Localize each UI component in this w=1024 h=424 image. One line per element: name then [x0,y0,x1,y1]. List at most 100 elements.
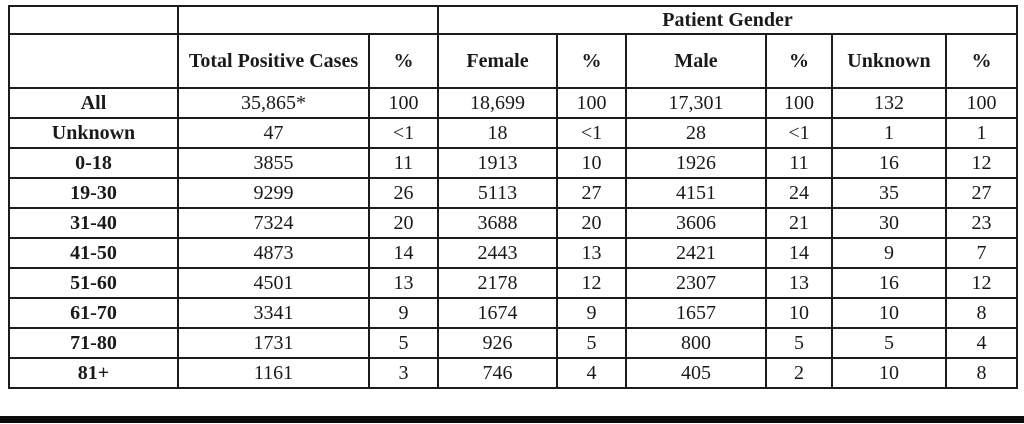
data-cell: 4873 [177,237,370,269]
data-cell: 2443 [437,237,558,269]
data-cell: 1674 [437,297,558,329]
data-cell: 27 [556,177,627,209]
data-cell: 1 [831,117,947,149]
data-cell: 35 [831,177,947,209]
data-cell: 27 [944,177,1019,209]
data-cell: 11 [765,147,833,179]
data-cell: 2178 [437,267,558,299]
data-cell: 17,301 [625,87,767,119]
data-cell: 1161 [177,357,370,389]
age-group-label: 61-70 [8,297,179,329]
data-cell: 20 [556,207,627,239]
table-header: Patient Gender Total Positive Cases % Fe… [8,5,1019,89]
data-cell: 12 [556,267,627,299]
data-cell: 4 [944,327,1019,359]
data-cell: 13 [765,267,833,299]
data-cell: 16 [831,147,947,179]
data-cell: 4 [556,357,627,389]
col-header-unknown: Unknown [831,33,947,89]
col-header-female-pct: % [556,33,627,89]
table-row: 41-50 4873 14 2443 13 2421 14 9 7 [8,237,1019,269]
data-cell: 9 [831,237,947,269]
data-cell: 3688 [437,207,558,239]
age-group-label: 51-60 [8,267,179,299]
data-cell: 24 [765,177,833,209]
bottom-rule [0,416,1024,423]
data-cell: 47 [177,117,370,149]
col-header-unknown-pct: % [944,33,1019,89]
data-cell: 10 [831,297,947,329]
data-cell: 100 [556,87,627,119]
data-cell: 5 [765,327,833,359]
data-cell: 3606 [625,207,767,239]
data-cell: 3341 [177,297,370,329]
data-cell: 5113 [437,177,558,209]
data-cell: 9 [556,297,627,329]
col-header-male-pct: % [765,33,833,89]
table-row: Unknown 47 <1 18 <1 28 <1 1 1 [8,117,1019,149]
data-cell: 8 [944,357,1019,389]
table-row: 19-30 9299 26 5113 27 4151 24 35 27 [8,177,1019,209]
blank-corner-cell [8,5,179,35]
table-row: 71-80 1731 5 926 5 800 5 5 4 [8,327,1019,359]
data-cell: 10 [831,357,947,389]
table-row: 51-60 4501 13 2178 12 2307 13 16 12 [8,267,1019,299]
data-cell: 9 [368,297,439,329]
age-group-label: 81+ [8,357,179,389]
data-cell: 4501 [177,267,370,299]
data-cell: 5 [368,327,439,359]
data-cell: 100 [368,87,439,119]
data-cell: 800 [625,327,767,359]
data-cell: 3855 [177,147,370,179]
patient-gender-group-header: Patient Gender [436,5,1019,35]
col-header-total-pct: % [368,33,439,89]
table-row: 81+ 1161 3 746 4 405 2 10 8 [8,357,1019,389]
table-body: All 35,865* 100 18,699 100 17,301 100 132 100 Unk… [8,87,1019,389]
data-cell: 1 [944,117,1019,149]
table-row: All 35,865* 100 18,699 100 17,301 100 132 100 [8,87,1019,119]
data-cell: <1 [765,117,833,149]
data-cell: 926 [437,327,558,359]
data-cell: 4151 [625,177,767,209]
col-header-total-positive-cases: Total Positive Cases [177,33,370,89]
data-cell: 14 [368,237,439,269]
data-cell: 10 [765,297,833,329]
data-cell: 405 [625,357,767,389]
age-group-label: 19-30 [8,177,179,209]
data-cell: 3 [368,357,439,389]
data-cell: 35,865* [177,87,370,119]
data-cell: 18,699 [437,87,558,119]
data-cell: 13 [368,267,439,299]
blank-spacer-cell [177,5,439,35]
data-cell: 1657 [625,297,767,329]
data-cell: 746 [437,357,558,389]
table-row: 31-40 7324 20 3688 20 3606 21 30 23 [8,207,1019,239]
data-cell: 20 [368,207,439,239]
age-group-label: 0-18 [8,147,179,179]
data-cell: 7324 [177,207,370,239]
data-cell: 132 [831,87,947,119]
data-cell: 2421 [625,237,767,269]
data-cell: 16 [831,267,947,299]
blank-header-cell [8,33,179,89]
data-cell: 100 [944,87,1019,119]
data-cell: 11 [368,147,439,179]
data-cell: 100 [765,87,833,119]
data-cell: 8 [944,297,1019,329]
data-cell: 12 [944,147,1019,179]
data-cell: 18 [437,117,558,149]
data-cell: 21 [765,207,833,239]
age-group-label: 71-80 [8,327,179,359]
age-group-label: All [8,87,179,119]
col-header-male: Male [625,33,767,89]
data-cell: 28 [625,117,767,149]
data-cell: 2 [765,357,833,389]
age-group-label: 31-40 [8,207,179,239]
table-row: 0-18 3855 11 1913 10 1926 11 16 12 [8,147,1019,179]
data-cell: 9299 [177,177,370,209]
age-group-label: Unknown [8,117,179,149]
data-cell: 13 [556,237,627,269]
col-header-female: Female [437,33,558,89]
column-header-row: Total Positive Cases % Female % Male % U… [8,33,1019,89]
